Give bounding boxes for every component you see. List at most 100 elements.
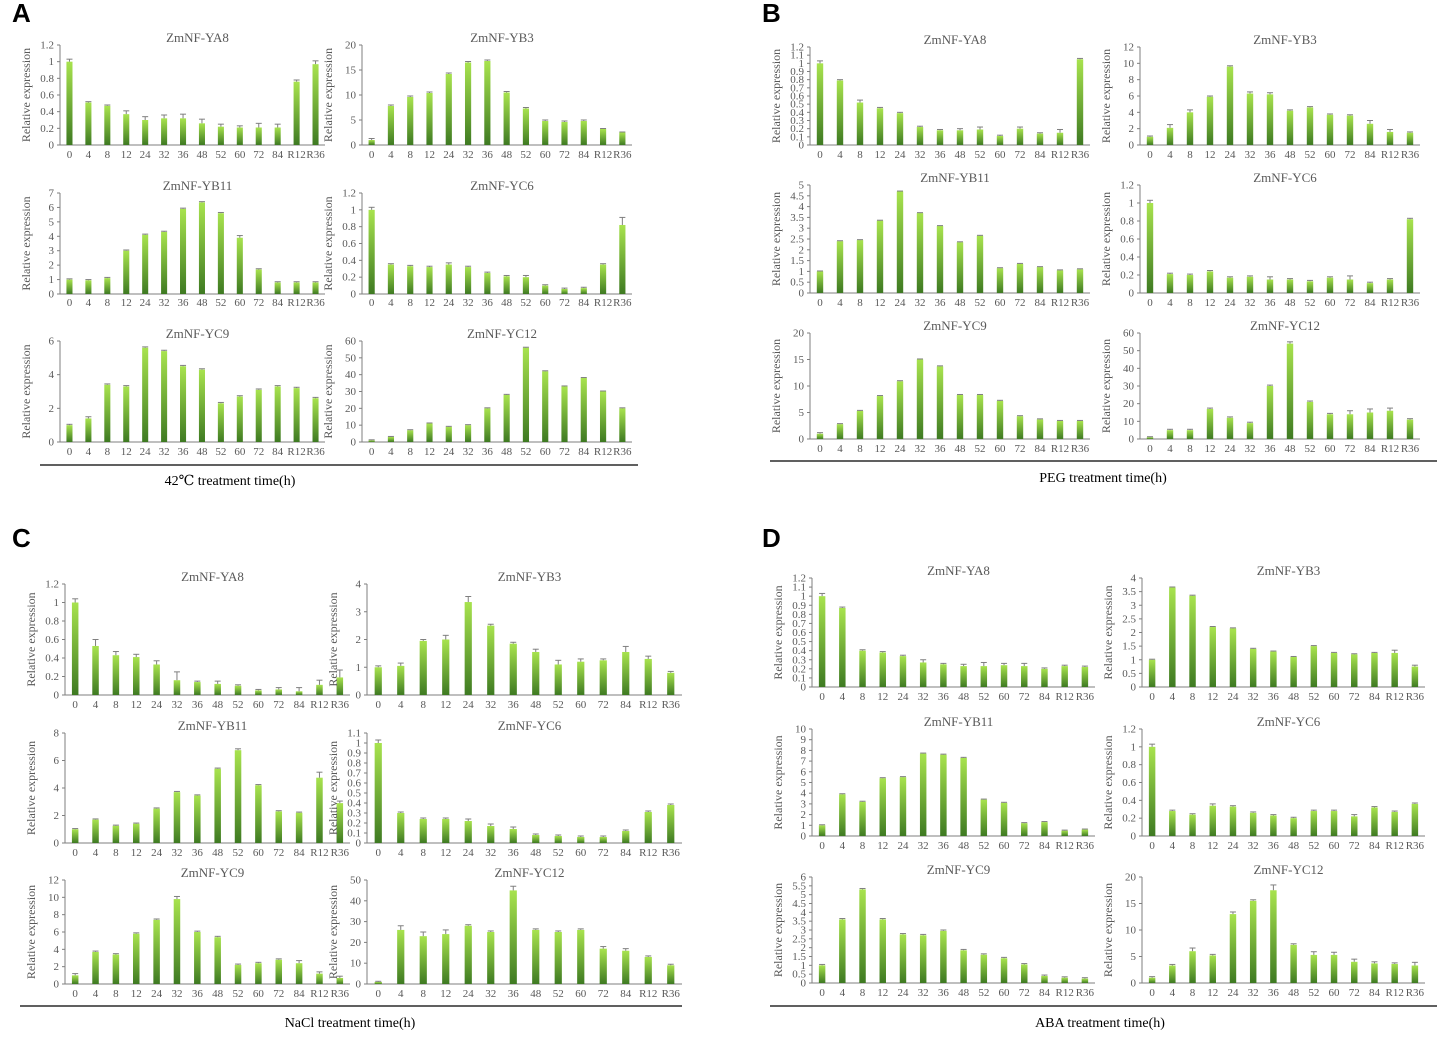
bar (503, 394, 510, 442)
x-tick-label: 72 (1349, 987, 1360, 999)
x-tick-label: 8 (105, 297, 111, 309)
bar (397, 813, 405, 843)
bar (503, 276, 510, 294)
x-tick-label: 12 (121, 149, 132, 161)
y-axis-label: Relative expression (321, 196, 335, 290)
x-tick-label: 36 (508, 847, 520, 859)
bar (599, 129, 607, 145)
y-tick-label: 5 (351, 115, 357, 127)
y-axis-label: Relative expression (321, 48, 335, 142)
x-tick-label: 52 (553, 847, 564, 859)
x-tick-label: 84 (578, 149, 590, 161)
x-tick-label: 4 (93, 988, 99, 1000)
bar (198, 369, 205, 442)
chart-title: ZmNF-YC12 (1253, 862, 1323, 877)
bar (1411, 965, 1419, 983)
y-axis-label: Relative expression (769, 339, 783, 433)
bar (312, 398, 319, 442)
bar (153, 664, 160, 695)
x-tick-label: 60 (999, 840, 1011, 852)
y-tick-label: 6 (54, 927, 60, 939)
y-tick-label: 3.5 (1122, 586, 1136, 598)
x-tick-label: 52 (1308, 840, 1319, 852)
x-tick-label: 52 (975, 297, 986, 309)
y-tick-label: 0.6 (342, 238, 356, 250)
bar (484, 61, 491, 145)
bar (1186, 275, 1194, 293)
x-tick-label: 48 (501, 149, 513, 161)
bar (839, 607, 846, 687)
y-tick-label: 0.6 (792, 627, 806, 639)
bar (1330, 811, 1338, 836)
x-tick-label: R12 (287, 149, 305, 161)
panel-letter: D (762, 523, 781, 553)
x-tick-label: 0 (817, 297, 823, 309)
x-tick-label: 8 (407, 446, 413, 458)
x-tick-label: 24 (897, 840, 909, 852)
bar (919, 753, 927, 836)
y-tick-label: 8 (54, 728, 60, 740)
bar (1371, 807, 1378, 836)
y-tick-label: 2 (356, 634, 362, 646)
y-axis-label: Relative expression (1101, 883, 1115, 977)
bar (532, 929, 540, 984)
y-axis-label: Relative expression (19, 48, 33, 142)
bar (1391, 963, 1398, 983)
x-tick-label: 84 (1369, 987, 1381, 999)
x-tick-label: 36 (482, 297, 494, 309)
y-tick-label: 0.6 (1120, 234, 1134, 246)
bar (1346, 279, 1354, 293)
bar (274, 282, 281, 294)
x-tick-label: 32 (159, 297, 170, 309)
bar (1226, 417, 1234, 439)
chart-title: ZmNF-YB11 (920, 170, 990, 185)
x-tick-label: 8 (421, 847, 427, 859)
bar (1346, 115, 1354, 145)
bar (960, 757, 967, 836)
bar (580, 288, 587, 294)
y-tick-label: 4.5 (792, 898, 806, 910)
y-tick-label: 0.2 (40, 123, 54, 135)
x-tick-label: 72 (1349, 691, 1360, 703)
x-tick-label: 84 (1369, 691, 1381, 703)
bar (374, 743, 382, 843)
bar (312, 282, 319, 294)
x-tick-label: 52 (975, 443, 986, 455)
x-tick-label: 72 (273, 847, 284, 859)
x-tick-label: 60 (1329, 691, 1341, 703)
y-tick-label: 0.4 (347, 798, 361, 810)
bar (522, 347, 530, 442)
bar (580, 121, 587, 145)
y-axis-label: Relative expression (19, 196, 33, 290)
y-tick-label: 6 (54, 755, 60, 767)
y-tick-label: 0.4 (45, 653, 59, 665)
x-tick-label: 32 (171, 847, 182, 859)
bar (1056, 270, 1064, 293)
bar (180, 208, 187, 294)
x-tick-label: 8 (421, 988, 427, 1000)
x-tick-label: 32 (485, 988, 496, 1000)
y-tick-label: 4 (1131, 573, 1137, 585)
x-tick-label: 60 (1329, 840, 1341, 852)
x-tick-label: 24 (140, 149, 152, 161)
bar (561, 386, 568, 442)
bar (622, 831, 630, 843)
x-tick-label: 12 (877, 840, 888, 852)
y-tick-label: 0.1 (347, 828, 361, 840)
bar (316, 973, 323, 984)
bar (1386, 279, 1394, 293)
y-tick-label: 10 (793, 381, 805, 393)
bar (1310, 811, 1318, 836)
bar (1036, 133, 1044, 145)
x-tick-label: 32 (171, 988, 182, 1000)
bar (996, 268, 1004, 293)
bar (509, 829, 517, 843)
bar (599, 391, 607, 442)
bar (1000, 665, 1008, 687)
bar (161, 231, 168, 294)
x-tick-label: 52 (975, 149, 986, 161)
y-tick-label: 50 (1123, 345, 1135, 357)
x-tick-label: 48 (1288, 691, 1300, 703)
y-tick-label: 0.5 (1122, 668, 1136, 680)
